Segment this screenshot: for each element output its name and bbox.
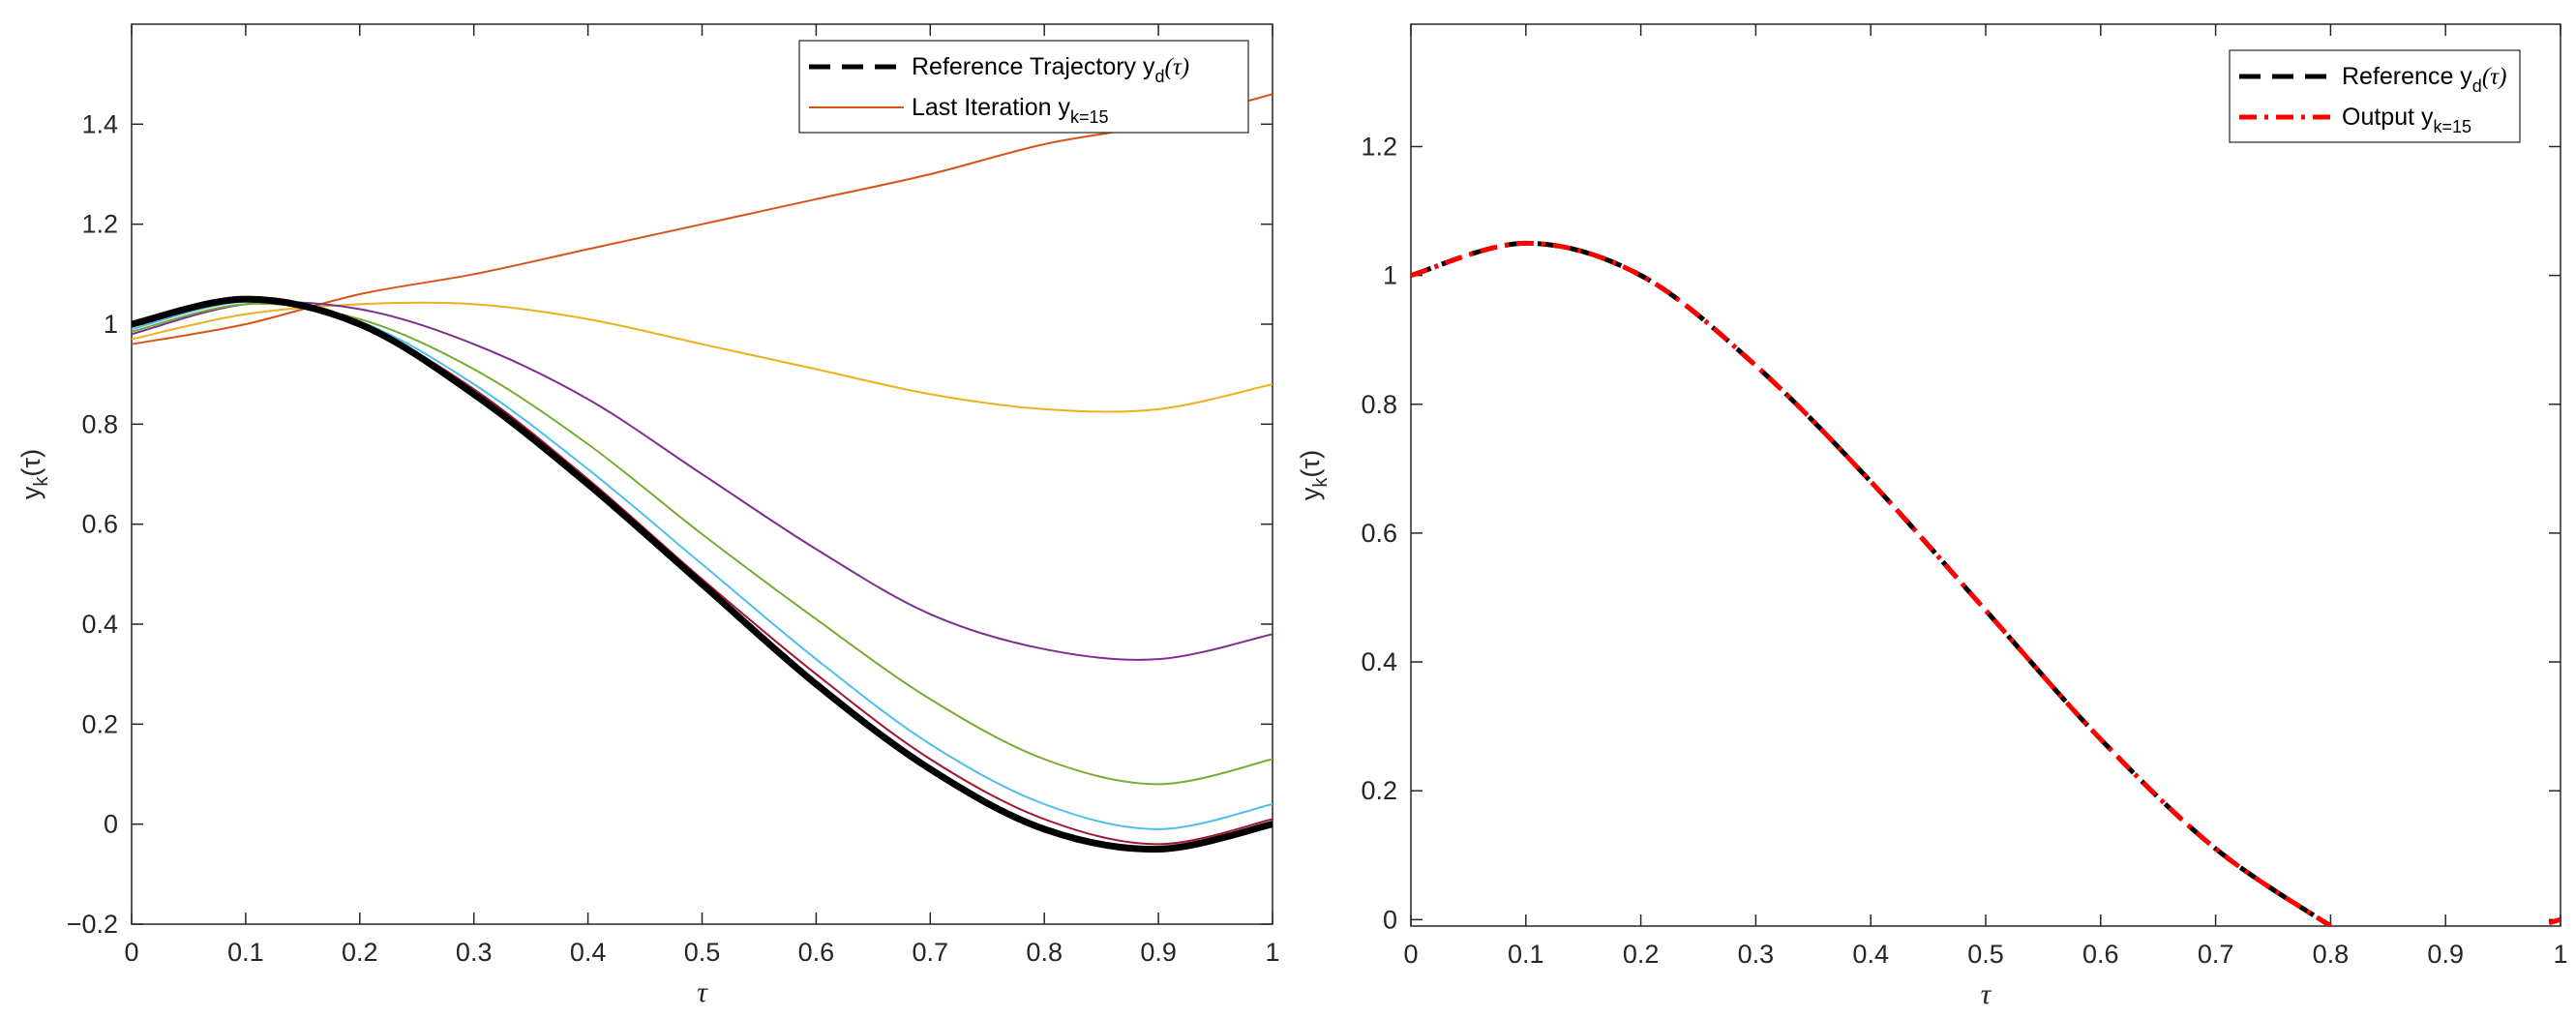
series-line — [1411, 240, 2332, 926]
series-line — [2548, 916, 2561, 926]
left-plot: 0 0.1 0.2 0.3 0.4 0.5 0.6 0.7 0.8 0.9 1−0.200.20.4… — [16, 23, 1280, 1008]
y-tick-label: 0.4 — [81, 610, 118, 639]
axes-box — [1410, 23, 2561, 927]
right-plot: 0 0.1 0.2 0.3 0.4 0.5 0.6 0.7 0.8 0.9 1 0 0.2 0.4 0.6 0… — [1296, 23, 2568, 1010]
y-tick-label: 0.4 — [1361, 647, 1397, 676]
series-line — [132, 301, 1273, 413]
x-tick-label: 0.3 — [456, 938, 493, 967]
x-tick-label: 0.6 — [798, 938, 835, 967]
x-axis-label: τ — [697, 976, 708, 1008]
legend-label: Reference yd(τ) — [2342, 63, 2506, 96]
y-tick-label: 0.6 — [1361, 519, 1397, 548]
y-tick-label: 0.2 — [81, 709, 118, 738]
x-tick-label: 0 — [124, 938, 138, 967]
series-line — [132, 295, 1273, 853]
x-tick-label: 0.2 — [342, 938, 378, 967]
x-axis-label: τ — [1981, 978, 1992, 1010]
series-line — [132, 299, 1273, 846]
x-tick-label: 0.8 — [1026, 938, 1063, 967]
y-tick-label: −0.2 — [67, 910, 118, 939]
x-tick-label: 0.9 — [1140, 938, 1177, 967]
x-tick-label: 1 — [1265, 938, 1279, 967]
x-tick-label: 0.8 — [2313, 940, 2350, 969]
series-line — [132, 302, 1273, 786]
x-tick-label: 0.6 — [2082, 940, 2119, 969]
x-tick-label: 0.4 — [1852, 940, 1889, 969]
y-axis-label: yk(τ) — [16, 449, 52, 499]
legend-label: Last Iteration yk=15 — [912, 94, 1109, 127]
y-tick-label: 0.8 — [81, 409, 118, 438]
y-tick-label: 0.8 — [1361, 390, 1397, 419]
y-tick-label: 1 — [1383, 261, 1397, 290]
x-tick-label: 0.2 — [1623, 940, 1660, 969]
series-line — [1411, 240, 2332, 926]
y-tick-label: 1.2 — [81, 210, 118, 239]
series-line — [132, 300, 1273, 830]
legend: Reference Trajectory yd(τ) Last Iteration… — [798, 40, 1249, 134]
series-line — [132, 301, 1273, 661]
y-tick-label: 1.2 — [1361, 132, 1397, 161]
y-tick-label: 1 — [104, 310, 118, 339]
legend-label: Reference Trajectory yd(τ) — [912, 53, 1189, 86]
x-tick-label: 0.4 — [570, 938, 607, 967]
x-tick-label: 0.9 — [2427, 940, 2464, 969]
x-tick-label: 0.3 — [1738, 940, 1775, 969]
y-tick-label: 0 — [104, 810, 118, 839]
y-tick-label: 1.4 — [81, 109, 118, 138]
x-tick-label: 1 — [2553, 940, 2567, 969]
y-tick-label: 0.6 — [81, 510, 118, 539]
x-tick-label: 0.1 — [227, 938, 264, 967]
y-axis-label: yk(τ) — [1296, 450, 1332, 500]
x-tick-label: 0 — [1403, 940, 1418, 969]
x-tick-label: 0.5 — [684, 938, 721, 967]
x-tick-label: 0.7 — [2198, 940, 2234, 969]
x-tick-label: 0.7 — [913, 938, 949, 967]
legend-label: Output yk=15 — [2342, 104, 2471, 136]
y-tick-label: 0.2 — [1361, 776, 1397, 805]
legend: Reference yd(τ) Output yk=15 — [2229, 49, 2521, 143]
x-tick-label: 0.1 — [1508, 940, 1544, 969]
x-tick-label: 0.5 — [1967, 940, 2004, 969]
y-tick-label: 0 — [1383, 905, 1397, 934]
